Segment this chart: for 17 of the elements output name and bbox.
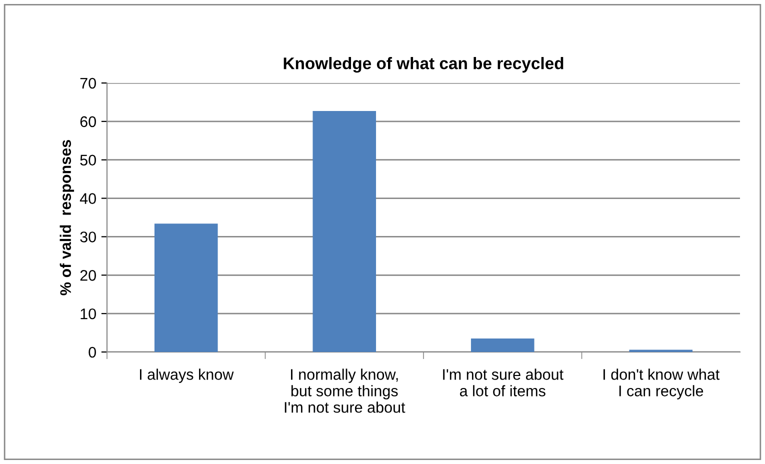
y-tick-label: 10 bbox=[80, 308, 96, 320]
x-tick-label: I'm not sure about a lot of items bbox=[443, 368, 564, 396]
y-tick-label: 40 bbox=[80, 193, 96, 204]
y-tick-label: 30 bbox=[80, 232, 96, 242]
y-tick-label: 50 bbox=[80, 154, 96, 166]
x-tick-label: I normally know, but some things I'm not sure about bbox=[284, 368, 406, 413]
bar bbox=[470, 338, 534, 352]
y-tick-label: 0 bbox=[88, 346, 96, 358]
y-tick-label: 60 bbox=[80, 116, 96, 128]
x-tick-label: I always know bbox=[140, 368, 234, 383]
chart-title: Knowledge of what can be recycled bbox=[284, 57, 564, 73]
y-tick-label: 20 bbox=[80, 270, 96, 281]
bar bbox=[312, 111, 376, 352]
x-tick-label: I don't know what I can recycle bbox=[604, 368, 720, 400]
y-tick-label: 70 bbox=[80, 78, 96, 89]
y-axis-title: % of valid responses bbox=[60, 140, 74, 296]
bar bbox=[154, 224, 218, 352]
